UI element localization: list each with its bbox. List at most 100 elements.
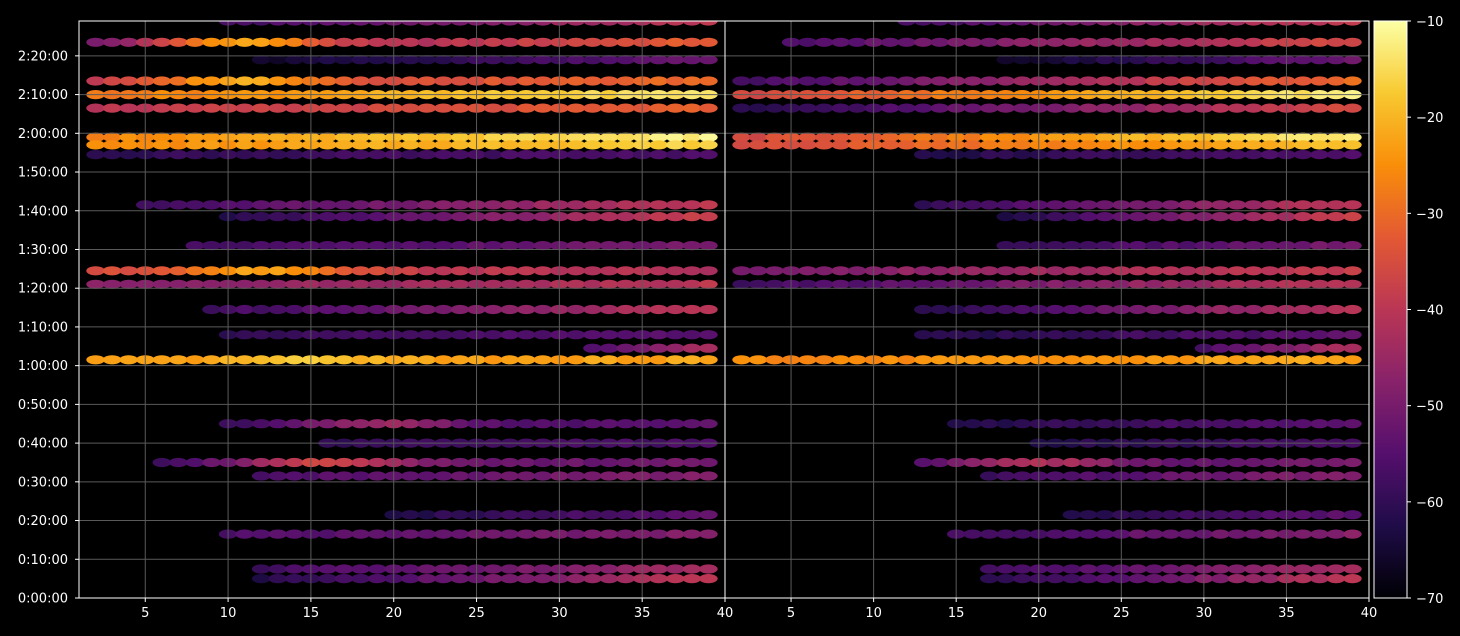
heatmap-cell xyxy=(500,76,519,86)
heatmap-cell xyxy=(434,140,453,150)
heatmap-cell xyxy=(980,355,999,365)
heatmap-cell xyxy=(682,355,702,365)
heatmap-cell xyxy=(1310,471,1329,481)
heatmap-cell xyxy=(732,266,751,276)
heatmap-cell xyxy=(434,266,453,276)
heatmap-cell xyxy=(417,150,437,160)
heatmap-cell xyxy=(616,304,635,315)
heatmap-cell xyxy=(1326,419,1346,429)
heatmap-cell xyxy=(666,132,685,142)
heatmap-cell xyxy=(1046,304,1065,315)
heatmap-cell xyxy=(1260,212,1280,222)
heatmap-cell xyxy=(434,564,453,574)
heatmap-cell xyxy=(599,564,619,574)
heatmap-cell xyxy=(86,103,105,113)
heatmap-cell xyxy=(1013,355,1032,365)
heatmap-cell xyxy=(1046,529,1065,539)
heatmap-cell xyxy=(1095,304,1115,315)
heatmap-cell xyxy=(880,132,900,142)
heatmap-cell xyxy=(367,355,387,365)
heatmap-cell xyxy=(202,355,221,365)
heatmap-cell xyxy=(1310,212,1329,222)
heatmap-cell xyxy=(682,140,702,150)
heatmap-cell xyxy=(251,132,271,142)
heatmap-cell xyxy=(1161,266,1181,276)
heatmap-cell xyxy=(500,37,519,47)
heatmap-cell xyxy=(1310,21,1329,26)
heatmap-cell xyxy=(1013,457,1032,468)
heatmap-cell xyxy=(1046,76,1065,86)
heatmap-cell xyxy=(1310,37,1329,47)
heatmap-cell xyxy=(450,212,470,222)
heatmap-cell xyxy=(897,266,916,276)
heatmap-cell xyxy=(533,355,553,365)
heatmap-cell xyxy=(1244,510,1263,520)
heatmap-cell xyxy=(318,150,337,160)
heatmap-cell xyxy=(119,132,138,142)
heatmap-cell xyxy=(1095,564,1115,574)
heatmap-cell xyxy=(980,132,999,142)
heatmap-cell xyxy=(1128,279,1148,289)
heatmap-cell xyxy=(616,574,635,584)
heatmap-cell xyxy=(1244,132,1263,142)
heatmap-cell xyxy=(1013,419,1032,429)
heatmap-cell xyxy=(401,76,420,86)
heatmap-cell xyxy=(682,279,702,289)
heatmap-cell xyxy=(169,150,188,160)
heatmap-cell xyxy=(682,76,702,86)
heatmap-cell xyxy=(1062,529,1082,539)
heatmap-cell xyxy=(318,266,337,276)
heatmap-cell xyxy=(500,510,519,520)
heatmap-cell xyxy=(583,355,602,365)
heatmap-cell xyxy=(699,266,718,276)
heatmap-cell xyxy=(616,150,635,160)
heatmap-cell xyxy=(914,132,933,142)
heatmap-cell xyxy=(152,103,172,113)
heatmap-cell xyxy=(202,200,221,210)
heatmap-cell xyxy=(566,37,586,47)
heatmap-cell xyxy=(533,55,553,65)
heatmap-cell xyxy=(318,304,337,315)
heatmap-cell xyxy=(566,241,586,251)
heatmap-cell xyxy=(318,241,337,251)
heatmap-cell xyxy=(367,132,387,142)
heatmap-cell xyxy=(583,279,602,289)
heatmap-cell xyxy=(367,304,387,315)
heatmap-cell xyxy=(483,200,503,210)
x-tick-label: 5 xyxy=(787,606,795,621)
heatmap-cell xyxy=(699,343,718,353)
heatmap-cell xyxy=(1079,457,1098,468)
heatmap-cell xyxy=(500,574,519,584)
heatmap-cell xyxy=(963,132,982,142)
heatmap-cell xyxy=(798,140,817,150)
heatmap-cell xyxy=(268,140,288,150)
heatmap-cell xyxy=(1310,200,1329,210)
heatmap-cell xyxy=(285,140,304,150)
heatmap-cell xyxy=(483,140,503,150)
heatmap-cell xyxy=(649,304,668,315)
heatmap-cell xyxy=(268,21,288,26)
heatmap-cell xyxy=(401,132,420,142)
heatmap-cell xyxy=(401,37,420,47)
heatmap-cell xyxy=(434,103,453,113)
heatmap-cell xyxy=(533,132,553,142)
heatmap-cell xyxy=(268,564,288,574)
right-panel-frame xyxy=(724,20,1370,599)
heatmap-cell xyxy=(102,132,122,142)
heatmap-cell xyxy=(847,140,867,150)
heatmap-cell xyxy=(1326,200,1346,210)
heatmap-cell xyxy=(367,103,387,113)
heatmap-cell xyxy=(533,212,553,222)
heatmap-cell xyxy=(367,212,387,222)
heatmap-cell xyxy=(996,21,1015,26)
heatmap-cell xyxy=(318,419,337,429)
heatmap-cell xyxy=(666,330,685,340)
heatmap-cell xyxy=(450,355,470,365)
heatmap-cell xyxy=(699,330,718,340)
heatmap-cell xyxy=(996,55,1015,65)
heatmap-cell xyxy=(417,471,437,481)
heatmap-cell xyxy=(1178,279,1197,289)
heatmap-cell xyxy=(1211,76,1230,86)
heatmap-cell xyxy=(1095,140,1115,150)
heatmap-cell xyxy=(152,355,172,365)
